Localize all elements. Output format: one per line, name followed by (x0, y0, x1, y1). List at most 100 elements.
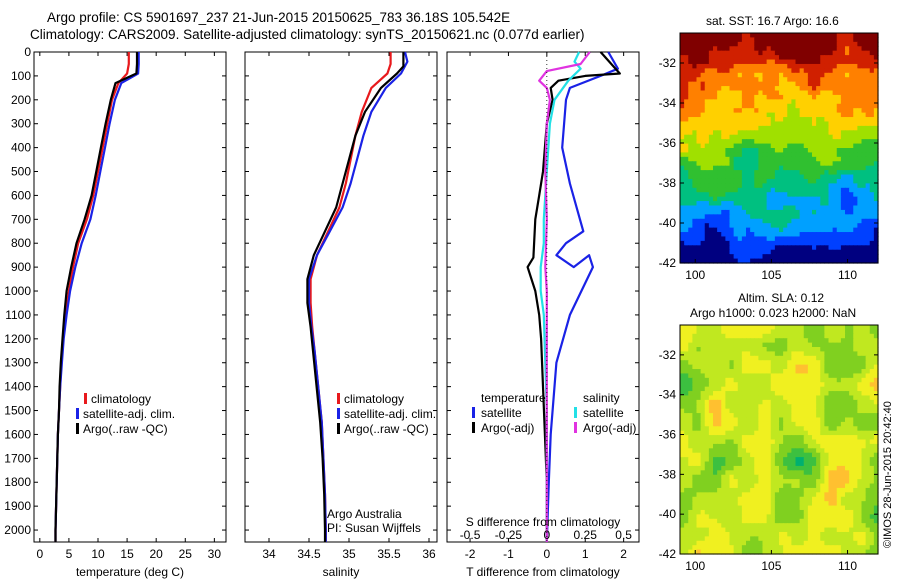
map-cell (754, 514, 759, 520)
map-cell (807, 81, 813, 87)
map-cell (873, 130, 879, 136)
map-cell (688, 143, 693, 149)
map-cell (717, 452, 722, 458)
map-cell (812, 46, 817, 52)
map-cell (680, 240, 685, 246)
map-cell (799, 112, 805, 118)
map-cell (849, 55, 854, 61)
map-cell (770, 338, 776, 344)
map-cell (762, 99, 768, 105)
map-cell (774, 364, 780, 370)
map-cell (803, 81, 809, 87)
map-cell (684, 165, 689, 171)
map-cell (762, 347, 768, 353)
map-cell (824, 360, 830, 366)
map-cell (857, 50, 863, 56)
map-cell (688, 108, 693, 114)
map-cell (754, 121, 759, 127)
map-cell (832, 41, 838, 47)
map-cell (824, 50, 830, 56)
map-cell (754, 325, 759, 330)
map-cell (799, 395, 805, 401)
map-cell (762, 342, 768, 348)
map-cell (774, 50, 780, 56)
map-cell (713, 33, 718, 39)
map-cell (791, 369, 797, 375)
map-cell (704, 461, 710, 467)
map-cell (845, 509, 850, 515)
map-cell (816, 509, 821, 515)
map-cell (741, 474, 747, 480)
map-cell (737, 474, 743, 480)
map-cell (766, 165, 772, 171)
map-cell (774, 509, 780, 515)
map-cell (746, 161, 751, 167)
map-cell (754, 112, 759, 118)
map-cell (758, 209, 764, 215)
map-cell (725, 509, 731, 515)
map-cell (733, 369, 739, 375)
map-cell (708, 218, 714, 224)
map-cell (807, 404, 813, 410)
map-cell (725, 505, 731, 511)
map-cell (803, 86, 809, 92)
map-cell (737, 470, 743, 476)
map-cell (729, 108, 735, 114)
map-cell (770, 364, 776, 370)
map-cell (783, 165, 788, 171)
map-cell (758, 112, 764, 118)
map-cell (853, 161, 858, 167)
map-cell (750, 479, 755, 485)
map-cell (828, 325, 834, 330)
map-cell (713, 391, 718, 397)
map-cell (750, 465, 755, 471)
map-cell (828, 205, 834, 211)
map-cell (783, 174, 788, 180)
map-cell (741, 68, 747, 74)
map-cell (766, 50, 772, 56)
map-cell (807, 479, 813, 485)
map-cell (708, 112, 714, 118)
map-cell (704, 41, 710, 47)
map-cell (865, 439, 871, 445)
map-cell (692, 139, 698, 145)
map-cell (741, 483, 747, 489)
map-cell (774, 342, 780, 348)
map-cell (688, 399, 693, 405)
map-cell (816, 457, 821, 463)
map-cell (820, 81, 825, 87)
y-tick-label: 300 (11, 117, 31, 131)
map-cell (853, 342, 858, 348)
map-cell (873, 439, 879, 445)
map-cell (857, 223, 863, 229)
map-cell (684, 117, 689, 123)
map-cell (836, 218, 842, 224)
map-cell (725, 479, 731, 485)
map-cell (845, 347, 850, 353)
map-cell (779, 492, 784, 498)
map-cell (869, 152, 875, 158)
map-cell (783, 236, 788, 242)
map-cell (746, 342, 751, 348)
map-cell (812, 192, 817, 198)
map-cell (795, 99, 801, 105)
map-cell (779, 192, 784, 198)
map-cell (713, 50, 718, 56)
map-cell (787, 170, 792, 176)
map-cell (717, 505, 722, 511)
map-cell (836, 227, 842, 233)
map-cell (840, 408, 846, 414)
map-cell (836, 382, 842, 388)
map-cell (774, 413, 780, 419)
map-cell (869, 479, 875, 485)
map-cell (820, 355, 825, 361)
map-cell (853, 196, 858, 202)
map-cell (836, 443, 842, 449)
diff-swatch-temp-satellite (472, 407, 475, 418)
map-cell (816, 377, 821, 383)
map-cell (741, 41, 747, 47)
map-cell (783, 347, 788, 353)
map-cell (783, 245, 788, 251)
map-cell (840, 174, 846, 180)
